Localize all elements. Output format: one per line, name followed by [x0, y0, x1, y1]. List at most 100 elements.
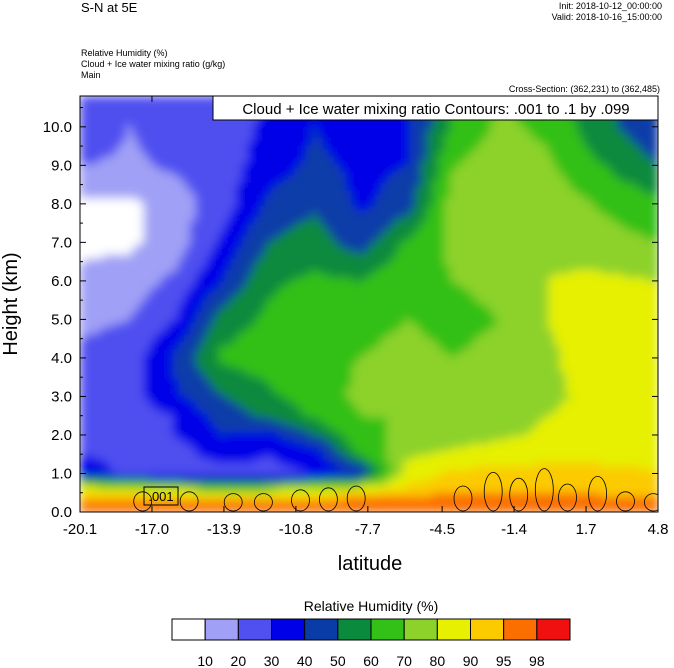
rh-cell: [617, 220, 624, 226]
rh-cell: [253, 232, 260, 237]
rh-cell: [160, 160, 168, 165]
rh-cell: [646, 171, 653, 177]
rh-cell: [496, 243, 503, 248]
rh-cell: [536, 186, 543, 192]
rh-cell: [605, 239, 613, 245]
rh-cell: [351, 269, 359, 275]
rh-cell: [455, 186, 463, 192]
rh-cell: [600, 126, 607, 131]
rh-cell: [166, 111, 174, 116]
rh-cell: [334, 190, 341, 195]
rh-cell: [85, 167, 93, 173]
rh-cell: [634, 190, 642, 195]
rh-cell: [519, 273, 526, 279]
rh-cell: [513, 220, 520, 226]
rh-cell: [478, 164, 486, 169]
rh-cell: [195, 133, 202, 139]
rh-cell: [351, 220, 359, 226]
rh-cell: [126, 194, 133, 199]
rh-cell: [149, 130, 156, 135]
rh-cell: [536, 266, 543, 271]
rh-cell: [85, 130, 93, 135]
rh-cell: [160, 111, 168, 116]
rh-cell: [646, 220, 653, 226]
rh-cell: [334, 141, 341, 146]
rh-cell: [438, 273, 445, 279]
rh-cell: [282, 269, 289, 275]
rh-cell: [340, 182, 347, 188]
rh-cell: [108, 114, 116, 120]
rh-cell: [155, 164, 162, 169]
rh-cell: [559, 175, 567, 180]
rh-cell: [605, 194, 613, 199]
rh-cell: [461, 209, 468, 214]
rh-cell: [316, 220, 324, 226]
rh-cell: [548, 258, 555, 263]
rh-cell: [311, 247, 318, 252]
rh-cell: [403, 258, 411, 263]
rh-cell: [212, 251, 220, 256]
rh-cell: [525, 277, 532, 282]
rh-cell: [496, 205, 503, 211]
rh-cell: [293, 152, 301, 158]
rh-cell: [201, 111, 208, 116]
rh-cell: [212, 209, 220, 214]
rh-cell: [328, 186, 335, 192]
rh-cell: [634, 266, 642, 271]
rh-cell: [467, 130, 474, 135]
rh-cell: [542, 198, 549, 203]
rh-cell: [605, 251, 613, 256]
rh-cell: [91, 179, 98, 184]
rh-cell: [623, 148, 630, 154]
rh-cell: [172, 251, 179, 256]
rh-cell: [143, 137, 150, 142]
rh-cell: [207, 213, 214, 218]
rh-cell: [288, 130, 295, 135]
rh-cell: [247, 273, 254, 279]
rh-cell: [218, 164, 226, 169]
rh-cell: [490, 205, 497, 211]
rh-cell: [478, 160, 486, 165]
rh-cell: [236, 232, 243, 237]
rh-cell: [178, 224, 185, 229]
rh-cell: [611, 213, 619, 218]
rh-cell: [195, 160, 202, 165]
rh-cell: [207, 99, 214, 105]
rh-cell: [149, 239, 156, 245]
rh-cell: [236, 201, 243, 207]
rh-cell: [224, 152, 231, 158]
rh-cell: [189, 126, 197, 131]
rh-cell: [328, 269, 335, 275]
rh-cell: [143, 247, 150, 252]
rh-cell: [571, 232, 578, 237]
rh-cell: [473, 243, 480, 248]
rh-cell: [640, 205, 648, 211]
rh-cell: [322, 171, 330, 177]
rh-cell: [623, 118, 630, 124]
rh-cell: [571, 175, 578, 180]
rh-cell: [525, 152, 532, 158]
rh-cell: [166, 190, 174, 195]
rh-cell: [85, 273, 93, 279]
rh-cell: [363, 258, 370, 263]
rh-cell: [201, 213, 208, 218]
rh-cell: [421, 171, 428, 177]
rh-cell: [189, 99, 197, 105]
rh-cell: [449, 205, 457, 211]
rh-cell: [473, 281, 480, 286]
rh-cell: [374, 217, 382, 222]
rh-cell: [80, 99, 87, 105]
rh-cell: [305, 145, 312, 150]
rh-cell: [340, 269, 347, 275]
rh-cell: [345, 247, 353, 252]
rh-cell: [212, 273, 220, 279]
rh-cell: [380, 235, 387, 241]
rh-cell: [444, 232, 451, 237]
rh-cell: [490, 156, 497, 161]
rh-cell: [369, 201, 376, 207]
rh-cell: [120, 164, 127, 169]
rh-cell: [230, 201, 237, 207]
rh-cell: [507, 205, 515, 211]
rh-cell: [507, 247, 515, 252]
rh-cell: [207, 209, 214, 214]
